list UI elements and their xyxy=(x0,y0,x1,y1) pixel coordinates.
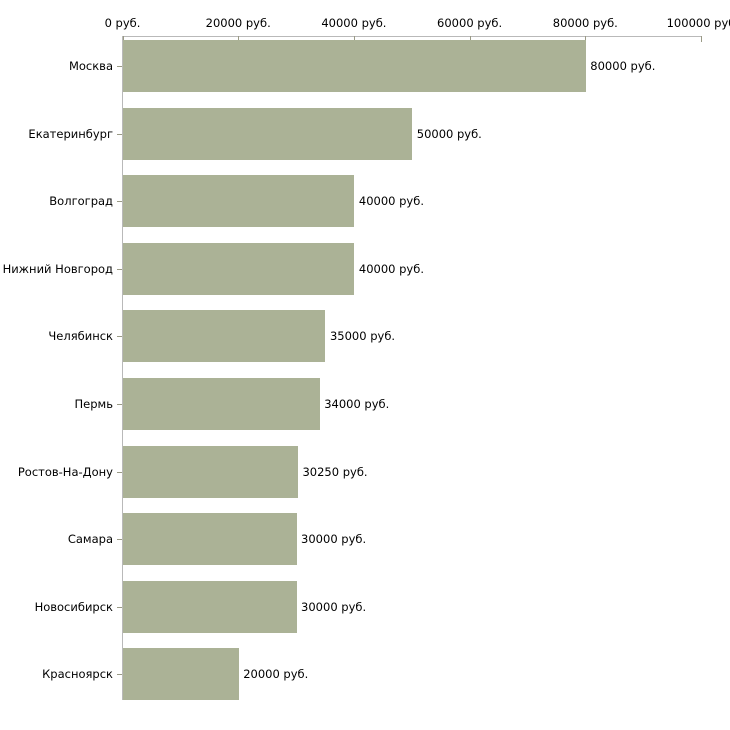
x-tick-label-20000: 20000 руб. xyxy=(205,16,271,30)
y-tick-8 xyxy=(117,607,122,608)
y-tick-5 xyxy=(117,404,122,405)
bar-5[interactable] xyxy=(123,378,320,430)
bar-value-label-5: 34000 руб. xyxy=(324,397,390,411)
x-tick-label-40000: 40000 руб. xyxy=(321,16,387,30)
x-tick-40000 xyxy=(353,36,355,42)
bar-8[interactable] xyxy=(123,581,297,633)
bar-value-label-8: 30000 руб. xyxy=(301,600,367,614)
bar-0[interactable] xyxy=(123,40,586,92)
category-label-6: Ростов-На-Дону xyxy=(17,465,113,479)
bar-3[interactable] xyxy=(123,243,355,295)
bar-value-label-9: 20000 руб. xyxy=(243,667,309,681)
y-tick-3 xyxy=(117,269,122,270)
bar-7[interactable] xyxy=(123,513,297,565)
bar-value-label-0: 80000 руб. xyxy=(590,59,656,73)
x-tick-80000 xyxy=(585,36,587,42)
x-tick-100000 xyxy=(701,36,702,42)
bar-value-label-3: 40000 руб. xyxy=(358,262,424,276)
category-label-5: Пермь xyxy=(74,397,113,411)
x-tick-label-0: 0 руб. xyxy=(104,16,141,30)
bar-value-label-6: 30250 руб. xyxy=(302,465,368,479)
y-tick-6 xyxy=(117,472,122,473)
x-tick-0 xyxy=(122,36,124,42)
y-axis-line xyxy=(122,36,123,700)
x-tick-label-60000: 60000 руб. xyxy=(437,16,503,30)
category-label-4: Челябинск xyxy=(48,329,113,343)
y-tick-0 xyxy=(117,66,122,67)
x-tick-label-80000: 80000 руб. xyxy=(552,16,618,30)
y-tick-9 xyxy=(117,674,122,675)
bar-value-label-2: 40000 руб. xyxy=(358,194,424,208)
bar-2[interactable] xyxy=(123,175,355,227)
category-label-8: Новосибирск xyxy=(34,600,113,614)
category-label-7: Самара xyxy=(67,532,113,546)
y-tick-4 xyxy=(117,336,122,337)
bar-6[interactable] xyxy=(123,446,298,498)
y-tick-7 xyxy=(117,539,122,540)
category-label-1: Екатеринбург xyxy=(28,127,113,141)
bar-value-label-7: 30000 руб. xyxy=(301,532,367,546)
x-tick-20000 xyxy=(238,36,240,42)
x-tick-60000 xyxy=(469,36,471,42)
category-label-3: Нижний Новгород xyxy=(2,262,113,276)
y-tick-1 xyxy=(117,134,122,135)
category-label-2: Волгоград xyxy=(49,194,113,208)
bar-value-label-1: 50000 руб. xyxy=(416,127,482,141)
category-label-9: Красноярск xyxy=(42,667,113,681)
bar-4[interactable] xyxy=(123,310,326,362)
bar-9[interactable] xyxy=(123,648,239,700)
bar-1[interactable] xyxy=(123,108,413,160)
x-axis-line xyxy=(122,36,701,37)
x-tick-label-100000: 100000 руб xyxy=(666,16,730,30)
y-tick-2 xyxy=(117,201,122,202)
bar-value-label-4: 35000 руб. xyxy=(329,329,396,343)
category-label-0: Москва xyxy=(68,59,113,73)
